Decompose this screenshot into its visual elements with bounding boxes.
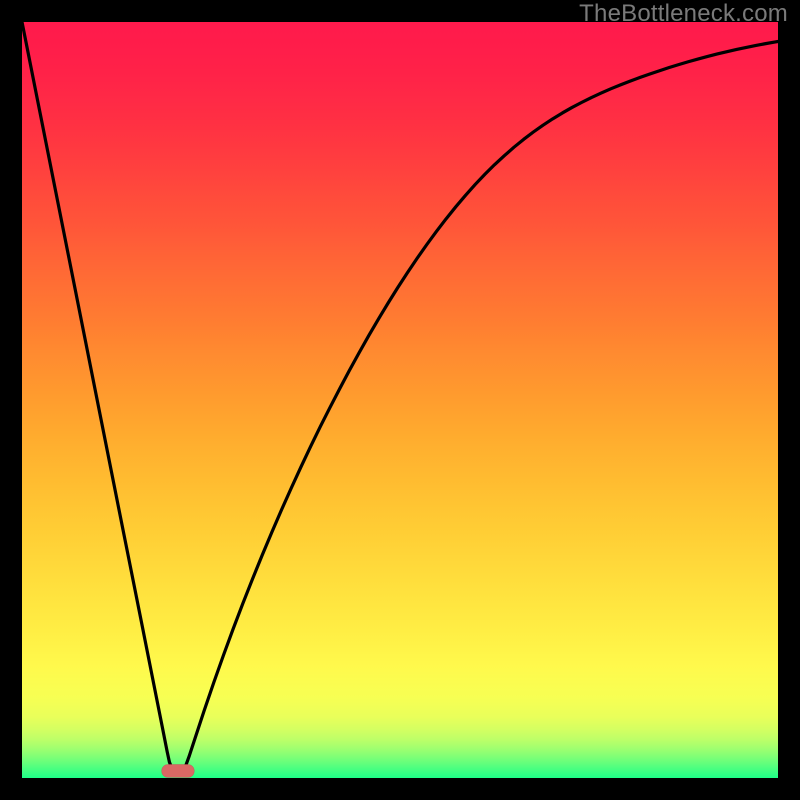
watermark-text: TheBottleneck.com — [579, 0, 788, 28]
chart-frame: TheBottleneck.com — [0, 0, 800, 800]
gradient-background — [22, 22, 778, 778]
plot-area — [22, 22, 778, 778]
chart-svg — [22, 22, 778, 778]
min-marker — [162, 765, 195, 778]
